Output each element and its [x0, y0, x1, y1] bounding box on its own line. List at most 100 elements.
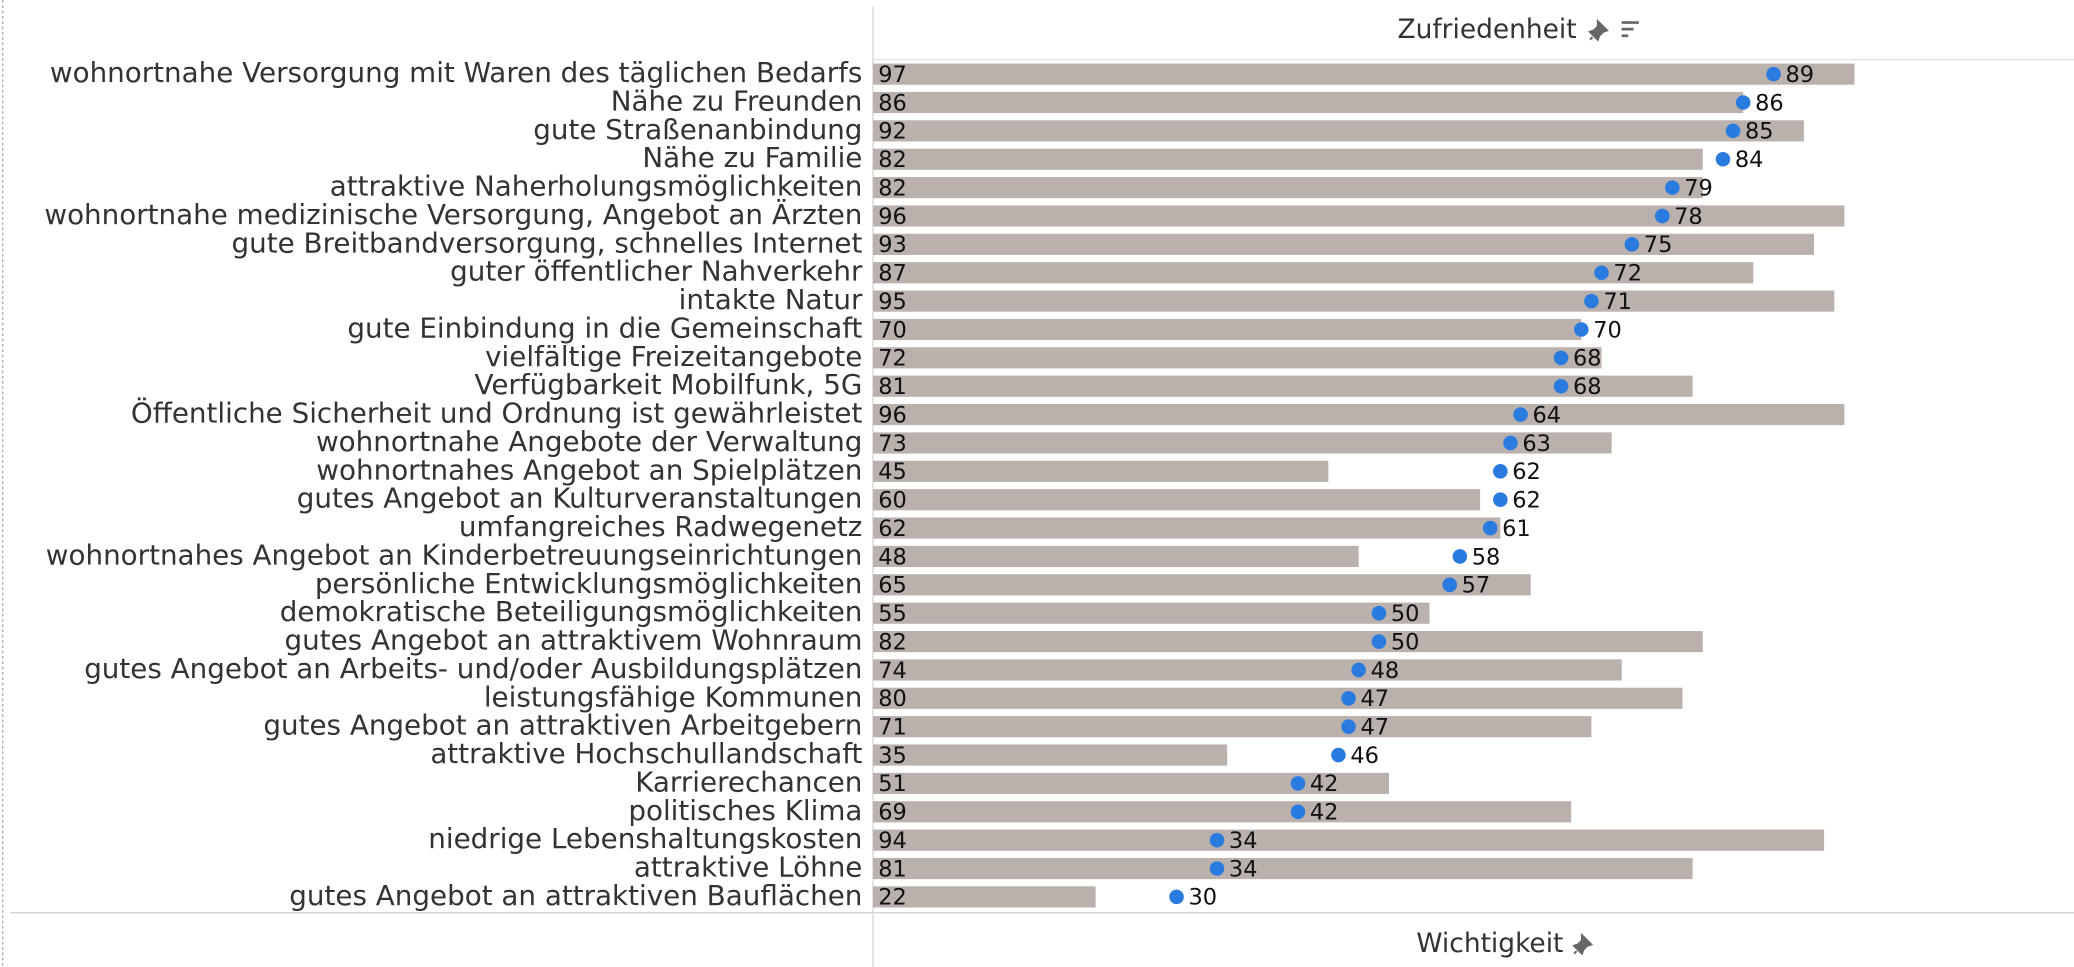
dot — [1290, 776, 1306, 791]
bar — [872, 205, 1845, 227]
dot — [1553, 378, 1569, 394]
bar-label: 69 — [878, 800, 907, 826]
bar — [872, 262, 1754, 284]
bar-label: 22 — [878, 885, 907, 911]
dot-label: 84 — [1735, 147, 1764, 173]
bar-label: 81 — [878, 856, 907, 882]
bar-label: 97 — [878, 62, 907, 88]
bar-label: 65 — [878, 573, 907, 599]
dot — [1665, 180, 1680, 195]
bar — [872, 829, 1825, 851]
bar — [872, 886, 1096, 908]
dot — [1715, 151, 1731, 167]
dot-label: 58 — [1472, 544, 1501, 570]
bar — [872, 801, 1572, 823]
category-label: Öffentliche Sicherheit und Ordnung ist g… — [131, 396, 863, 430]
category-label: wohnortnahes Angebot an Kinderbetreuungs… — [46, 538, 863, 571]
bar — [872, 545, 1359, 568]
bar — [872, 517, 1501, 539]
dot — [1452, 549, 1468, 564]
category-label: gutes Angebot an Arbeits- und/oder Ausbi… — [84, 652, 862, 685]
bar-label: 55 — [878, 601, 907, 627]
dot-label: 57 — [1462, 573, 1491, 599]
dot-label: 62 — [1512, 488, 1541, 514]
dot-label: 30 — [1188, 885, 1217, 911]
top-header: Zufriedenheit — [1397, 14, 1576, 45]
bar-label: 80 — [878, 686, 907, 712]
dot-label: 78 — [1674, 204, 1703, 230]
dot — [1442, 577, 1458, 593]
category-label: gutes Angebot an Kulturveranstaltungen — [297, 482, 863, 515]
bar — [872, 574, 1531, 596]
bar — [872, 857, 1693, 880]
category-label: demokratische Beteiligungsmöglichkeiten — [280, 595, 863, 628]
bar — [872, 63, 1855, 85]
dot — [1766, 66, 1781, 82]
bar — [872, 375, 1693, 397]
dot-label: 62 — [1512, 459, 1541, 485]
bar — [872, 177, 1703, 199]
pin-icon[interactable] — [1588, 18, 1609, 42]
category-label: politisches Klima — [628, 794, 862, 827]
dot — [1624, 237, 1640, 252]
dot-label: 68 — [1573, 374, 1602, 400]
dot — [1735, 95, 1751, 110]
dot — [1493, 492, 1508, 507]
bar — [872, 120, 1804, 142]
sort-icon[interactable] — [1621, 21, 1639, 38]
category-label: niedrige Lebenshaltungskosten — [428, 822, 862, 855]
bar — [872, 404, 1845, 426]
dot — [1725, 123, 1741, 139]
bar-label: 82 — [878, 629, 907, 655]
bar — [872, 744, 1228, 766]
dot — [1503, 435, 1518, 451]
bar-label: 70 — [878, 317, 907, 343]
bar-label: 82 — [878, 147, 907, 173]
bar — [872, 432, 1612, 454]
bar-label: 82 — [878, 175, 907, 201]
bar-label: 62 — [878, 516, 907, 542]
dot-label: 34 — [1229, 856, 1258, 882]
dot-label: 50 — [1391, 601, 1420, 627]
category-label: Verfügbarkeit Mobilfunk, 5G — [475, 368, 863, 401]
bar — [872, 772, 1390, 795]
dot — [1169, 889, 1184, 905]
category-label: intakte Natur — [679, 283, 863, 316]
bar-label: 48 — [878, 544, 907, 570]
dot — [1209, 861, 1225, 876]
category-label: attraktive Löhne — [634, 851, 862, 884]
bottom-header: Wichtigkeit — [1416, 928, 1563, 959]
bar — [872, 347, 1602, 369]
bar-label: 51 — [878, 771, 907, 797]
dot — [1584, 293, 1599, 309]
bar-label: 95 — [878, 289, 907, 315]
category-label: leistungsfähige Kommunen — [484, 680, 863, 713]
category-label: Karrierechancen — [635, 765, 862, 798]
dot-label: 42 — [1310, 771, 1339, 797]
category-label: umfangreiches Radwegenetz — [459, 510, 862, 543]
category-label: gutes Angebot an attraktivem Wohnraum — [284, 624, 862, 657]
bar-label: 87 — [878, 261, 907, 287]
dot — [1341, 719, 1356, 734]
pin-icon[interactable] — [1572, 932, 1594, 956]
bar — [872, 148, 1703, 170]
category-label: Nähe zu Familie — [642, 141, 862, 174]
category-label: vielfältige Freizeitangebote — [485, 340, 862, 373]
category-label: gutes Angebot an attraktiven Arbeitgeber… — [263, 709, 862, 742]
dot-label: 48 — [1371, 658, 1400, 684]
bar-label: 60 — [878, 488, 907, 514]
bar-label: 35 — [878, 743, 907, 769]
dot-label: 89 — [1785, 62, 1814, 88]
dot-label: 85 — [1745, 119, 1774, 145]
dot — [1482, 520, 1498, 536]
bar-label: 45 — [878, 459, 907, 485]
bar — [872, 233, 1815, 255]
category-label: attraktive Naherholungsmöglichkeiten — [330, 170, 863, 203]
dot-label: 86 — [1755, 90, 1784, 116]
bar-label: 93 — [878, 232, 907, 258]
dot-label: 34 — [1229, 828, 1258, 854]
category-label: gute Straßenanbindung — [533, 113, 862, 146]
dot — [1290, 804, 1306, 820]
dot — [1351, 662, 1366, 678]
